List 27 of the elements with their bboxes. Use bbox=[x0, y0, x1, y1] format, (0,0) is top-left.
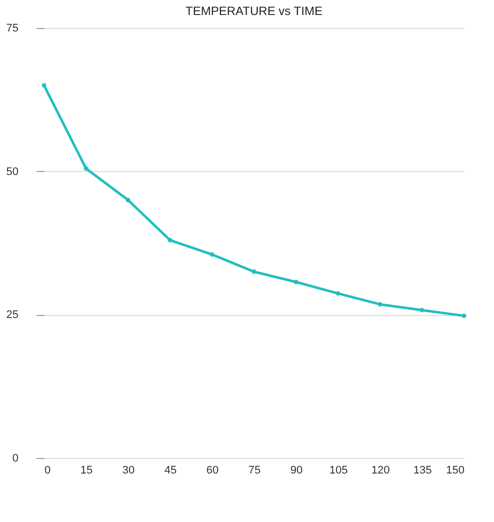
point bbox=[420, 308, 424, 312]
point bbox=[42, 83, 46, 88]
point bbox=[252, 269, 256, 274]
y-tick-label: 0 bbox=[12, 452, 18, 464]
x-tick-label: 120 bbox=[371, 464, 390, 476]
y-tick-label: 25 bbox=[6, 309, 18, 322]
x-tick-label: 75 bbox=[248, 464, 261, 476]
point bbox=[84, 166, 88, 171]
x-tick-label: 135 bbox=[413, 464, 432, 476]
point bbox=[462, 314, 466, 318]
x-tick-label: 60 bbox=[206, 464, 219, 476]
point bbox=[126, 198, 130, 202]
x-tick-label: 150 bbox=[446, 464, 464, 476]
point bbox=[378, 302, 382, 307]
point bbox=[294, 280, 298, 284]
point bbox=[336, 291, 340, 296]
x-tick-label: 45 bbox=[164, 464, 177, 476]
y-tick-label: 50 bbox=[6, 166, 18, 178]
y-tick-label: 75 bbox=[6, 22, 18, 34]
x-tick-label: 105 bbox=[329, 464, 348, 476]
x-tick-label: 15 bbox=[80, 464, 93, 476]
point bbox=[210, 252, 214, 257]
point bbox=[168, 238, 172, 242]
x-tick-label: 30 bbox=[122, 464, 135, 476]
x-tick-label: 90 bbox=[290, 464, 303, 476]
chart-title: TEMPERATURE vs TIME bbox=[186, 4, 322, 18]
x-tick-label: 0 bbox=[44, 464, 51, 476]
